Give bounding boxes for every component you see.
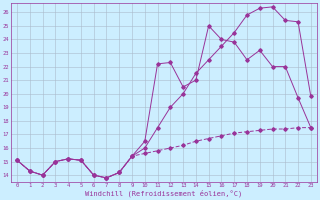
X-axis label: Windchill (Refroidissement éolien,°C): Windchill (Refroidissement éolien,°C) bbox=[85, 190, 243, 197]
